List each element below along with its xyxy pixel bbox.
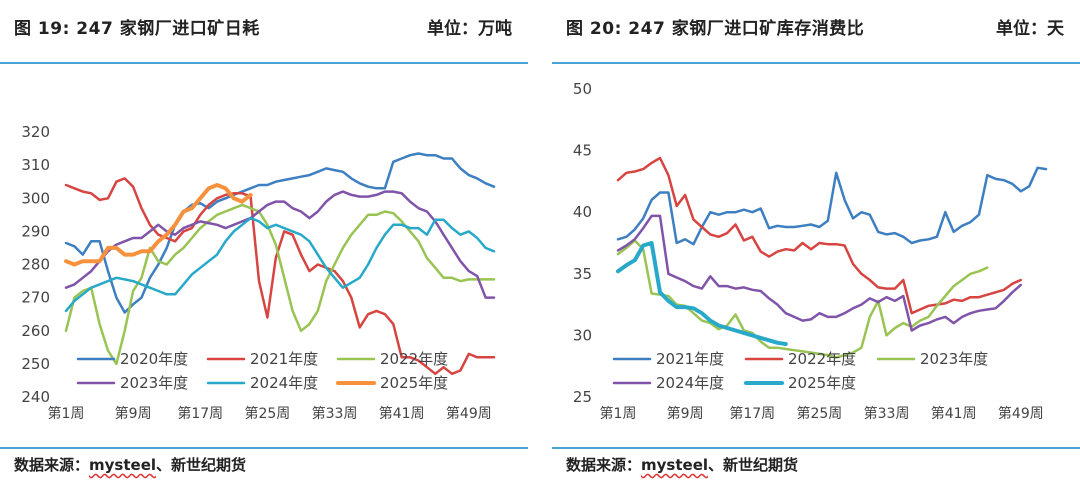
series-line-2021年度 xyxy=(64,177,496,376)
source-divider xyxy=(552,447,1080,449)
chart-title: 图 19: 247 家钢厂进口矿日耗 xyxy=(14,19,260,39)
x-tick-label: 第17周 xyxy=(177,405,223,422)
chart-title: 图 20: 247 家钢厂进口矿库存消费比 xyxy=(566,19,865,39)
x-tick-label: 第1周 xyxy=(48,405,85,422)
x-tick-label: 第41周 xyxy=(931,405,977,422)
x-tick-label: 第9周 xyxy=(115,405,152,422)
x-tick-label: 第49周 xyxy=(446,405,492,422)
chart-unit: 单位：万吨 xyxy=(427,19,512,39)
chart-panel-daily-consumption: 图 19: 247 家钢厂进口矿日耗 单位：万吨 240 250 260 270 280… xyxy=(0,0,528,496)
x-tick-label: 第25周 xyxy=(796,405,842,422)
y-tick-label: 240 xyxy=(21,388,50,406)
y-tick-label: 300 xyxy=(21,189,50,207)
chart-panel-inventory-ratio: 图 20: 247 家钢厂进口矿库存消费比 单位：天 25 30 35 40 45 50 第… xyxy=(552,0,1080,496)
legend-label: 2021年度 xyxy=(250,350,318,368)
x-tick-label: 第1周 xyxy=(600,405,637,422)
data-source: 数据来源：mysteel、新世纪期货 xyxy=(566,454,798,475)
y-tick-label: 35 xyxy=(573,265,592,283)
series-line-2023年度 xyxy=(64,190,496,299)
x-tick-label: 第33周 xyxy=(864,405,910,422)
y-tick-label: 50 xyxy=(573,80,592,98)
y-tick-label: 270 xyxy=(21,289,50,307)
source-prefix: 数据来源： xyxy=(566,456,642,474)
source-prefix: 数据来源： xyxy=(14,456,90,474)
x-tick-label: 第41周 xyxy=(379,405,425,422)
legend-label: 2025年度 xyxy=(788,374,856,392)
y-tick-label: 260 xyxy=(21,322,50,340)
line-chart-daily-consumption: 240 250 260 270 280 290 300 310 320 第1周 第9周 第17周 第25… xyxy=(21,123,496,422)
legend-label: 2025年度 xyxy=(380,374,448,392)
source-brand: mysteel xyxy=(89,456,157,474)
x-tick-label: 第25周 xyxy=(244,405,290,422)
y-tick-label: 45 xyxy=(573,142,592,160)
source-suffix: 、新世纪期货 xyxy=(156,456,247,474)
x-tick-label: 第49周 xyxy=(998,405,1044,422)
y-tick-label: 40 xyxy=(573,203,592,221)
x-tick-label: 第9周 xyxy=(667,405,704,422)
title-divider xyxy=(0,62,528,64)
source-divider xyxy=(0,447,528,449)
line-chart-inventory-ratio: 25 30 35 40 45 50 第1周 第9周 第17周 第25周 第33周 第41周 第49周 20… xyxy=(573,80,1048,422)
y-tick-label: 30 xyxy=(573,326,592,344)
x-tick-label: 第33周 xyxy=(312,405,358,422)
y-tick-label: 290 xyxy=(21,222,50,240)
series-line-2025年度 xyxy=(64,183,253,267)
y-tick-label: 280 xyxy=(21,256,50,274)
legend-label: 2024年度 xyxy=(656,374,724,392)
title-divider xyxy=(552,62,1080,64)
series-line-2023年度 xyxy=(616,239,989,359)
chart-unit: 单位：天 xyxy=(996,19,1064,39)
source-suffix: 、新世纪期货 xyxy=(708,456,799,474)
y-tick-label: 310 xyxy=(21,156,50,174)
y-tick-label: 250 xyxy=(21,355,50,373)
series-line-2025年度 xyxy=(616,241,788,346)
series-line-2024年度 xyxy=(64,216,496,313)
legend-label: 2023年度 xyxy=(120,374,188,392)
legend-label: 2021年度 xyxy=(656,350,724,368)
legend-label: 2024年度 xyxy=(250,374,318,392)
legend-label: 2022年度 xyxy=(380,350,448,368)
series-line-2022年度 xyxy=(616,156,1023,315)
y-tick-label: 25 xyxy=(573,388,592,406)
legend-label: 2022年度 xyxy=(788,350,856,368)
series-line-2024年度 xyxy=(616,214,1023,332)
legend-label: 2023年度 xyxy=(920,350,988,368)
series-line-2022年度 xyxy=(64,203,496,366)
series-line-2021年度 xyxy=(616,166,1048,246)
legend-label: 2020年度 xyxy=(120,350,188,368)
data-source: 数据来源：mysteel、新世纪期货 xyxy=(14,454,246,475)
series-line-2020年度 xyxy=(64,152,496,314)
y-tick-label: 320 xyxy=(21,123,50,141)
source-brand: mysteel xyxy=(641,456,709,474)
x-tick-label: 第17周 xyxy=(729,405,775,422)
